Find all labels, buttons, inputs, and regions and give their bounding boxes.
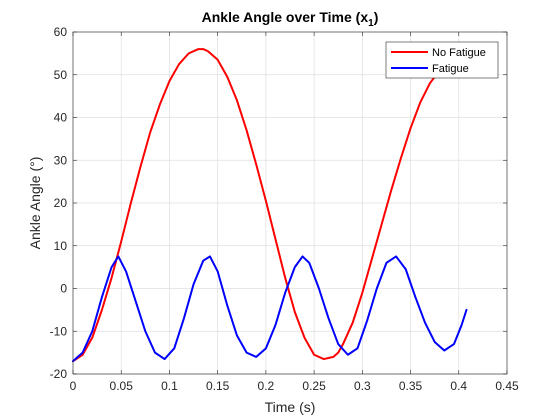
x-tick-label: 0.35 bbox=[399, 379, 423, 393]
y-tick-label: 40 bbox=[54, 111, 68, 125]
x-tick-label: 0 bbox=[70, 379, 77, 393]
series-line-fatigue bbox=[72, 255, 468, 363]
series-lines bbox=[72, 48, 468, 363]
x-tick-label: 0.1 bbox=[161, 379, 178, 393]
y-axis-label: Ankle Angle (°) bbox=[27, 157, 43, 250]
y-tick-label: -10 bbox=[50, 324, 68, 338]
legend: No Fatigue Fatigue bbox=[385, 41, 499, 79]
x-tick-label: 0.4 bbox=[450, 379, 467, 393]
axis-ticks: 0 0.05 0.1 0.15 0.2 0.25 0.3 0.35 0.4 0.45 -20 -10 0… bbox=[50, 25, 519, 393]
chart-title-subscript: 1 bbox=[368, 18, 374, 29]
legend-label-fatigue: Fatigue bbox=[432, 63, 469, 75]
y-tick-label: 10 bbox=[54, 239, 68, 253]
y-tick-label: 30 bbox=[54, 153, 68, 167]
chart-title-close: ) bbox=[374, 9, 379, 25]
legend-box bbox=[385, 41, 499, 79]
x-axis-label: Time (s) bbox=[265, 399, 316, 415]
chart-title-main: Ankle Angle over Time (x bbox=[202, 9, 369, 25]
y-tick-label: 20 bbox=[54, 196, 68, 210]
x-tick-label: 0.3 bbox=[354, 379, 371, 393]
legend-label-no-fatigue: No Fatigue bbox=[432, 47, 486, 59]
chart-title: Ankle Angle over Time (x1) bbox=[202, 9, 379, 29]
x-tick-label: 0.15 bbox=[206, 379, 230, 393]
x-tick-label: 0.25 bbox=[302, 379, 326, 393]
x-tick-label: 0.05 bbox=[110, 379, 134, 393]
y-tick-label: 60 bbox=[54, 25, 68, 39]
x-tick-label: 0.2 bbox=[258, 379, 275, 393]
y-tick-label: 50 bbox=[54, 68, 68, 82]
y-tick-label: 0 bbox=[60, 282, 67, 296]
x-tick-label: 0.45 bbox=[495, 379, 519, 393]
y-tick-label: -20 bbox=[50, 367, 68, 381]
series-line-no-fatigue bbox=[72, 48, 468, 363]
